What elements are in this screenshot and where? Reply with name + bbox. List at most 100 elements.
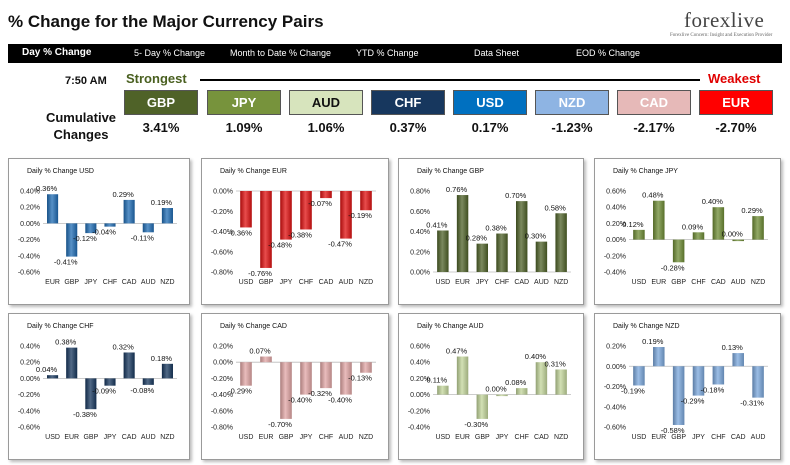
currency-box-nzd: NZD -1.23% bbox=[535, 90, 609, 140]
bar-gbp bbox=[260, 191, 272, 268]
data-label: -0.36% bbox=[228, 228, 252, 237]
logo-tagline: Forexlive Concern: Insight and Execution… bbox=[670, 33, 773, 38]
data-label: 0.07% bbox=[249, 347, 271, 356]
y-tick-label: -0.20% bbox=[408, 408, 430, 415]
x-tick-label: CAD bbox=[534, 434, 549, 441]
currency-box-usd: USD 0.17% bbox=[453, 90, 527, 140]
y-tick-label: 0.20% bbox=[606, 221, 626, 228]
x-tick-label: JPY bbox=[300, 434, 313, 441]
y-tick-label: -0.40% bbox=[211, 229, 233, 236]
y-tick-label: 0.00% bbox=[20, 221, 40, 228]
x-tick-label: GBP bbox=[64, 279, 79, 286]
x-tick-label: AUD bbox=[141, 279, 156, 286]
x-tick-label: NZD bbox=[751, 279, 765, 286]
chart-panel-gbp: Daily % Change GBP 0.80% 0.60% 0.40% 0.20% 0.… bbox=[398, 158, 584, 305]
x-tick-label: NZD bbox=[554, 279, 568, 286]
nav-ytd-change[interactable]: YTD % Change bbox=[356, 48, 419, 58]
data-label: -0.08% bbox=[130, 386, 154, 395]
chart-title: Daily % Change CAD bbox=[220, 323, 287, 330]
x-tick-label: EUR bbox=[455, 434, 470, 441]
data-label: 0.28% bbox=[466, 234, 488, 243]
bar-nzd bbox=[555, 213, 567, 272]
bar-jpy bbox=[85, 223, 97, 234]
y-tick-label: 0.20% bbox=[410, 376, 430, 383]
data-label: 0.32% bbox=[113, 342, 135, 351]
y-tick-label: -0.80% bbox=[211, 425, 233, 432]
currency-value: -1.23% bbox=[551, 120, 593, 135]
chart-panel-aud: Daily % Change AUD 0.60% 0.40% 0.20% 0.00% -0… bbox=[398, 313, 584, 460]
bar-eur bbox=[260, 356, 272, 363]
data-label: 0.58% bbox=[545, 203, 567, 212]
bar-gbp bbox=[672, 366, 685, 425]
bar-jpy bbox=[104, 378, 116, 386]
bar-aud bbox=[142, 223, 154, 233]
currency-value: 0.37% bbox=[389, 120, 427, 135]
y-tick-label: 0.20% bbox=[410, 249, 430, 256]
chart-panel-eur: Daily % Change EUR 0.00% -0.20% -0.40% -0.60… bbox=[201, 158, 389, 305]
data-label: 0.13% bbox=[722, 343, 744, 352]
data-label: 0.29% bbox=[741, 206, 763, 215]
y-tick-label: -0.20% bbox=[18, 392, 40, 399]
data-label: -0.19% bbox=[621, 386, 645, 395]
strength-line bbox=[200, 79, 700, 81]
x-tick-label: CHF bbox=[103, 279, 117, 286]
x-tick-label: NZD bbox=[359, 434, 373, 441]
data-label: -0.28% bbox=[661, 263, 685, 272]
x-tick-label: EUR bbox=[45, 279, 60, 286]
nav-data-sheet[interactable]: Data Sheet bbox=[474, 48, 520, 58]
x-tick-label: JPY bbox=[104, 434, 117, 441]
data-label: 0.08% bbox=[505, 378, 527, 387]
bar-gbp bbox=[280, 362, 292, 419]
bar-cad bbox=[123, 199, 135, 224]
data-label: -0.09% bbox=[92, 387, 116, 396]
x-tick-label: CHF bbox=[299, 279, 313, 286]
bar-eur bbox=[653, 200, 665, 240]
data-label: -0.29% bbox=[228, 387, 252, 396]
data-label: 0.19% bbox=[642, 337, 664, 346]
data-label: 0.18% bbox=[151, 354, 173, 363]
data-label: 0.09% bbox=[682, 222, 704, 231]
currency-code: AUD bbox=[289, 90, 363, 115]
y-tick-label: -0.60% bbox=[18, 425, 40, 432]
currency-code: EUR bbox=[699, 90, 773, 115]
nav-bar: Day % Change 5- Day % Change Month to Da… bbox=[8, 44, 782, 63]
data-label: -0.58% bbox=[661, 426, 685, 435]
currency-code: GBP bbox=[124, 90, 198, 115]
x-tick-label: JPY bbox=[496, 434, 509, 441]
x-tick-label: GBP bbox=[83, 434, 98, 441]
data-label: -0.47% bbox=[328, 240, 352, 249]
bar-usd bbox=[47, 375, 59, 379]
nav-5day-change[interactable]: 5- Day % Change bbox=[134, 48, 206, 58]
x-tick-label: AUD bbox=[731, 279, 746, 286]
bar-chart: Daily % Change NZD 0.20% 0.00% -0.20% -0.40%… bbox=[604, 323, 768, 441]
nav-eod-change[interactable]: EOD % Change bbox=[576, 48, 641, 58]
x-tick-label: JPY bbox=[280, 279, 293, 286]
y-tick-label: -0.20% bbox=[18, 237, 40, 244]
bar-chart: Daily % Change USD 0.40% 0.20% 0.00% -0.20% -… bbox=[18, 168, 177, 286]
bar-chf bbox=[496, 233, 508, 272]
currency-code: USD bbox=[453, 90, 527, 115]
currency-value: -2.17% bbox=[633, 120, 675, 135]
bar-usd bbox=[633, 366, 645, 386]
nav-mtd-change[interactable]: Month to Date % Change bbox=[230, 48, 332, 58]
nav-day-change[interactable]: Day % Change bbox=[22, 47, 92, 58]
x-tick-label: AUD bbox=[141, 434, 156, 441]
chart-panel-nzd: Daily % Change NZD 0.20% 0.00% -0.20% -0.40%… bbox=[594, 313, 781, 460]
x-tick-label: NZD bbox=[160, 434, 174, 441]
data-label: -0.31% bbox=[740, 399, 764, 408]
data-label: 0.36% bbox=[36, 184, 58, 193]
y-tick-label: 0.00% bbox=[213, 189, 233, 196]
header: % Change for the Major Currency Pairs fo… bbox=[0, 0, 790, 44]
data-label: -0.41% bbox=[54, 258, 78, 267]
bar-nzd bbox=[161, 363, 173, 379]
data-label: -0.70% bbox=[268, 420, 292, 429]
bar-eur bbox=[653, 347, 665, 367]
x-tick-label: AUD bbox=[534, 279, 549, 286]
data-label: 0.00% bbox=[485, 385, 507, 394]
y-tick-label: 0.60% bbox=[410, 344, 430, 351]
x-tick-label: CHF bbox=[515, 434, 529, 441]
chart-panel-jpy: Daily % Change JPY 0.60% 0.40% 0.20% 0.00% -0… bbox=[594, 158, 781, 305]
x-tick-label: NZD bbox=[160, 279, 174, 286]
x-tick-label: GBP bbox=[671, 434, 686, 441]
currency-value: 1.06% bbox=[307, 120, 345, 135]
